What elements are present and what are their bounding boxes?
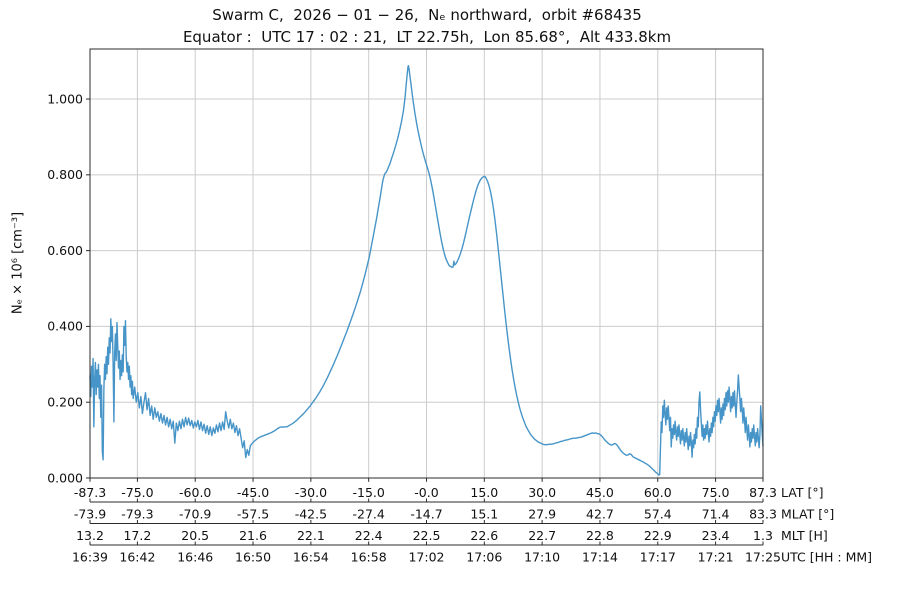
x-tick-label-mlt: 22.9 bbox=[644, 528, 672, 543]
x-tick-label-mlat: -27.4 bbox=[353, 507, 385, 522]
x-tick-label-mlat: 71.4 bbox=[702, 507, 730, 522]
x-axis-row-utc: 16:39 16:42 16:46 16:50 16:54 16:58 17:02 17:06… bbox=[72, 541, 872, 565]
x-tick-label-mlt: 17.2 bbox=[123, 528, 151, 543]
x-axis-row-lat: -87.3 -75.0 -60.0 -45.0 -30.0 -15.0 -0.0 15.0 30… bbox=[74, 485, 824, 500]
x-tick-label-mlt: 22.6 bbox=[470, 528, 498, 543]
x-tick-label-utc: 16:39 bbox=[72, 550, 108, 565]
x-tick-label-lat: 45.0 bbox=[586, 485, 614, 500]
x-axis-row-mlat: -73.9 -79.3 -70.9 -57.5 -42.5 -27.4 -14.7 15.1 2… bbox=[74, 498, 834, 522]
x-tick-label-mlt: 13.2 bbox=[76, 528, 104, 543]
x-tick-label-mlat: -14.7 bbox=[410, 507, 442, 522]
x-tick-label-lat: 75.0 bbox=[702, 485, 730, 500]
x-tick-label-mlat: 27.9 bbox=[528, 507, 556, 522]
y-tick-label: 0.000 bbox=[47, 470, 83, 485]
y-axis-label: Nₑ × 10⁶ [cm⁻³] bbox=[10, 211, 26, 315]
x-axis-row-label-mlt: MLT [H] bbox=[781, 528, 828, 543]
x-tick-label-mlt: 22.5 bbox=[413, 528, 441, 543]
x-tick-label-utc: 16:54 bbox=[293, 550, 329, 565]
x-axis-row-label-mlat: MLAT [°] bbox=[781, 507, 834, 522]
x-tick-label-lat: 87.3 bbox=[749, 485, 777, 500]
x-tick-label-mlt: 20.5 bbox=[181, 528, 209, 543]
x-tick-label-lat: -45.0 bbox=[237, 485, 269, 500]
x-tick-label-utc: 16:50 bbox=[235, 550, 271, 565]
y-tick-label: 0.400 bbox=[47, 319, 83, 334]
x-tick-label-mlat: -70.9 bbox=[179, 507, 211, 522]
x-tick-label-mlt: 22.8 bbox=[586, 528, 614, 543]
x-tick-label-mlat: 15.1 bbox=[470, 507, 498, 522]
x-tick-label-mlt: 22.1 bbox=[297, 528, 325, 543]
x-tick-label-mlat: 42.7 bbox=[586, 507, 614, 522]
x-axis-row-label-lat: LAT [°] bbox=[781, 485, 823, 500]
x-tick-label-lat: -15.0 bbox=[353, 485, 385, 500]
x-tick-label-utc: 16:42 bbox=[119, 550, 155, 565]
x-tick-label-mlat: -79.3 bbox=[121, 507, 153, 522]
x-tick-label-lat: 30.0 bbox=[528, 485, 556, 500]
x-tick-label-utc: 17:14 bbox=[582, 550, 618, 565]
x-tick-label-utc: 17:10 bbox=[524, 550, 560, 565]
y-tick-label: 1.000 bbox=[47, 91, 83, 106]
x-tick-label-lat: 60.0 bbox=[644, 485, 672, 500]
ne-line-series bbox=[89, 64, 764, 476]
x-tick-label-utc: 16:58 bbox=[351, 550, 387, 565]
y-tick-label: 0.200 bbox=[47, 395, 83, 410]
x-tick-label-lat: -60.0 bbox=[179, 485, 211, 500]
x-tick-label-mlt: 22.7 bbox=[528, 528, 556, 543]
x-tick-label-lat: -87.3 bbox=[74, 485, 106, 500]
x-tick-label-utc: 17:06 bbox=[466, 550, 502, 565]
x-tick-label-mlt: 23.4 bbox=[702, 528, 730, 543]
x-tick-label-lat: -30.0 bbox=[295, 485, 327, 500]
chart-subtitle: Equator : UTC 17 : 02 : 21, LT 22.75h, L… bbox=[182, 28, 672, 46]
chart-title: Swarm C, 2026 − 01 − 26, Nₑ northward, o… bbox=[212, 6, 642, 24]
x-tick-label-mlat: 83.3 bbox=[749, 507, 777, 522]
x-tick-label-mlat: 57.4 bbox=[644, 507, 672, 522]
x-tick-label-utc: 17:17 bbox=[640, 550, 676, 565]
x-axis: -87.3 -75.0 -60.0 -45.0 -30.0 -15.0 -0.0 15.0 30… bbox=[72, 478, 872, 565]
x-tick-label-lat: -0.0 bbox=[414, 485, 438, 500]
x-tick-label-mlt: 21.6 bbox=[239, 528, 267, 543]
y-axis: 0.000 0.200 0.400 0.600 0.800 1.000 bbox=[47, 91, 90, 485]
y-tick-label: 0.800 bbox=[47, 167, 83, 182]
x-tick-label-lat: 15.0 bbox=[470, 485, 498, 500]
x-axis-row-mlt: 13.2 17.2 20.5 21.6 22.1 22.4 22.5 22.6 22.7 22.8… bbox=[76, 520, 828, 543]
x-tick-label-lat: -75.0 bbox=[121, 485, 153, 500]
x-tick-label-mlt: 1.3 bbox=[753, 528, 773, 543]
x-tick-label-utc: 16:46 bbox=[177, 550, 213, 565]
x-tick-label-utc: 17:25 bbox=[745, 550, 781, 565]
y-tick-label: 0.600 bbox=[47, 243, 83, 258]
x-tick-label-utc: 17:02 bbox=[408, 550, 444, 565]
x-axis-row-label-utc: UTC [HH : MM] bbox=[781, 550, 872, 565]
x-tick-label-mlt: 22.4 bbox=[355, 528, 383, 543]
x-tick-label-mlat: -57.5 bbox=[237, 507, 269, 522]
x-tick-label-mlat: -42.5 bbox=[295, 507, 327, 522]
x-tick-label-mlat: -73.9 bbox=[74, 507, 106, 522]
x-tick-label-utc: 17:21 bbox=[698, 550, 734, 565]
